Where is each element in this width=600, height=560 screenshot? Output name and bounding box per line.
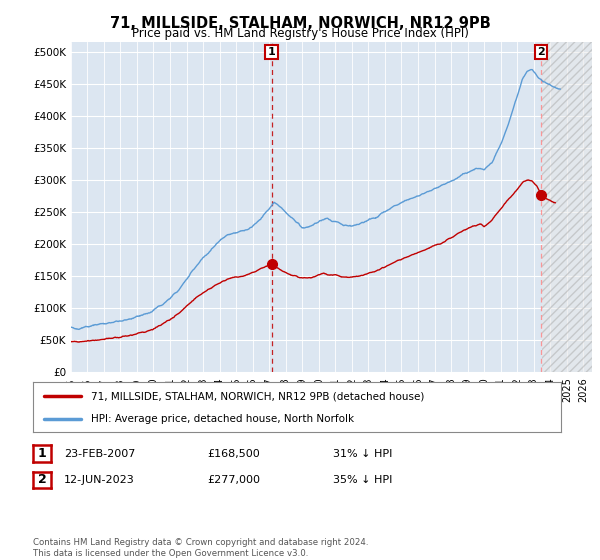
Bar [542,42,592,372]
Text: 1: 1 [38,447,46,460]
Text: 2: 2 [537,47,545,57]
Text: 35% ↓ HPI: 35% ↓ HPI [333,475,392,485]
Text: Price paid vs. HM Land Registry's House Price Index (HPI): Price paid vs. HM Land Registry's House … [131,27,469,40]
Text: 71, MILLSIDE, STALHAM, NORWICH, NR12 9PB: 71, MILLSIDE, STALHAM, NORWICH, NR12 9PB [110,16,490,31]
Text: £168,500: £168,500 [207,449,260,459]
Text: 71, MILLSIDE, STALHAM, NORWICH, NR12 9PB (detached house): 71, MILLSIDE, STALHAM, NORWICH, NR12 9PB… [91,391,424,401]
Text: 23-FEB-2007: 23-FEB-2007 [64,449,136,459]
Text: 12-JUN-2023: 12-JUN-2023 [64,475,135,485]
Text: £277,000: £277,000 [207,475,260,485]
Text: 2: 2 [38,473,46,487]
Bar [542,42,592,372]
Text: 1: 1 [268,47,275,57]
Text: HPI: Average price, detached house, North Norfolk: HPI: Average price, detached house, Nort… [91,414,354,424]
Text: Contains HM Land Registry data © Crown copyright and database right 2024.
This d: Contains HM Land Registry data © Crown c… [33,538,368,558]
Text: 31% ↓ HPI: 31% ↓ HPI [333,449,392,459]
